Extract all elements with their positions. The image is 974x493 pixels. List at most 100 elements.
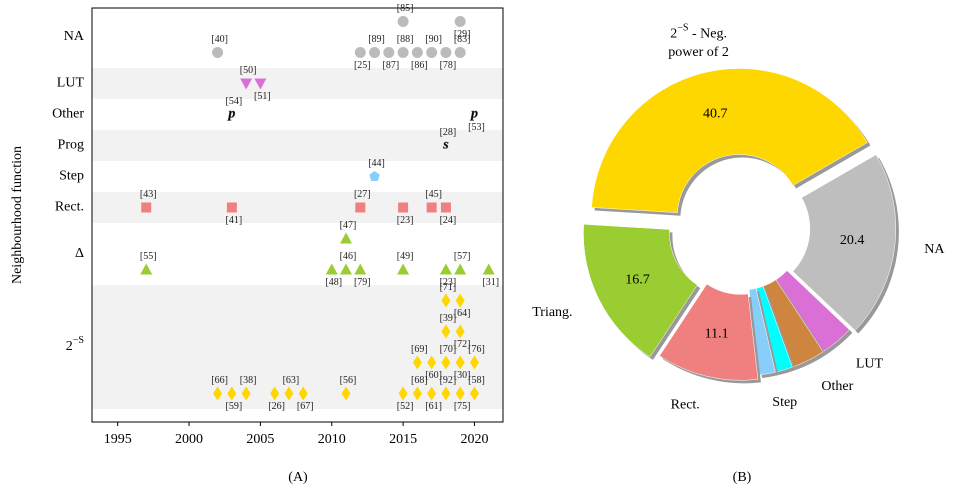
- point: [412, 386, 422, 401]
- point-label: [52]: [397, 401, 414, 412]
- point: [454, 47, 466, 58]
- y-tick-label-base: 2: [66, 339, 73, 354]
- point: [397, 47, 409, 58]
- slice-label: power of 2: [668, 45, 729, 60]
- y-tick-label: Other: [52, 107, 84, 122]
- point: [441, 355, 451, 370]
- point-label: [40]: [211, 34, 228, 45]
- x-tick-label: 2010: [318, 432, 346, 447]
- row-band: [92, 285, 503, 409]
- point: [341, 386, 351, 401]
- slice-label: LUT: [856, 357, 884, 372]
- slice-label: Rect.: [671, 397, 700, 412]
- point: [140, 263, 153, 275]
- point-label: [23]: [440, 277, 457, 288]
- x-tick-label: 2000: [175, 432, 203, 447]
- x-tick-label: 2005: [246, 432, 274, 447]
- point: [284, 386, 294, 401]
- slice-label: Triang.: [532, 305, 572, 320]
- point-label: [75]: [454, 401, 471, 412]
- slice-label: Step: [772, 395, 797, 410]
- point-label: [46]: [340, 251, 357, 262]
- slice: [591, 68, 868, 213]
- row-band: [92, 130, 503, 161]
- point: [455, 293, 465, 308]
- plot-frame: [91, 7, 504, 423]
- point: [270, 386, 280, 401]
- point-label: [78]: [440, 60, 457, 71]
- point: [454, 16, 466, 27]
- value-label: 11.1: [705, 327, 729, 342]
- point-label: [49]: [397, 251, 414, 262]
- y-tick-label: Rect.: [55, 200, 84, 215]
- point-label: [88]: [397, 34, 414, 45]
- point-label: [79]: [354, 277, 371, 288]
- slice: [659, 283, 759, 381]
- point-label: [64]: [454, 308, 471, 319]
- point-label: [89]: [368, 34, 385, 45]
- point-label: [31]: [482, 277, 499, 288]
- point-label: [60]: [425, 370, 442, 381]
- point: s: [442, 138, 449, 153]
- slice-label-sup: −S: [677, 23, 688, 34]
- point: [354, 263, 367, 275]
- point: [398, 202, 409, 213]
- slice-label: NA: [924, 242, 945, 257]
- point-label: [56]: [340, 375, 357, 386]
- point-label: [50]: [240, 65, 257, 76]
- point-label: [47]: [340, 220, 357, 231]
- point: [240, 78, 253, 90]
- point: [340, 232, 353, 244]
- point-label: [59]: [226, 401, 243, 412]
- point: [455, 386, 465, 401]
- point: [254, 78, 267, 90]
- point: [325, 263, 338, 275]
- point: [441, 293, 451, 308]
- point-label: [53]: [468, 122, 485, 133]
- y-tick-label: Δ: [75, 246, 84, 261]
- point-label: [28]: [440, 127, 457, 138]
- value-label: 40.7: [703, 106, 728, 121]
- point-label: [51]: [254, 91, 271, 102]
- point-label: [55]: [140, 251, 157, 262]
- value-label: 16.7: [625, 272, 650, 287]
- point-label: [67]: [297, 401, 314, 412]
- y-tick-label: LUT: [57, 76, 85, 91]
- point-label: [48]: [325, 277, 342, 288]
- slice: [583, 223, 698, 358]
- point-label: [43]: [140, 189, 157, 200]
- point: [397, 263, 410, 275]
- point: [383, 47, 395, 58]
- point: [427, 386, 437, 401]
- point: [354, 47, 366, 58]
- x-tick-label: 2015: [389, 432, 417, 447]
- point: [369, 171, 380, 181]
- slice-label: 2−S - Neg.: [670, 23, 727, 42]
- point-label: [85]: [397, 3, 414, 14]
- point: [298, 386, 308, 401]
- y-axis-label: Neighbourhood function: [10, 146, 25, 284]
- point: [469, 355, 479, 370]
- point-label: [23]: [397, 215, 414, 226]
- point-label: [39]: [440, 313, 457, 324]
- point: [454, 263, 467, 275]
- point: [141, 202, 152, 213]
- point-label: [41]: [226, 215, 243, 226]
- point-label: [92]: [440, 375, 457, 386]
- point: [482, 263, 495, 275]
- y-tick-label: Prog: [58, 138, 84, 153]
- point: [355, 202, 366, 213]
- point: p: [470, 107, 478, 122]
- point: [227, 386, 237, 401]
- point: [398, 386, 408, 401]
- point: p: [227, 107, 235, 122]
- point-label: [90]: [425, 34, 442, 45]
- row-band: [92, 68, 503, 99]
- slice-label-base: 2: [670, 27, 677, 42]
- y-tick-label-sup: −S: [73, 335, 84, 346]
- point-label: [87]: [382, 60, 399, 71]
- point-label: [86]: [411, 60, 428, 71]
- point: [441, 386, 451, 401]
- point-label: [76]: [468, 344, 485, 355]
